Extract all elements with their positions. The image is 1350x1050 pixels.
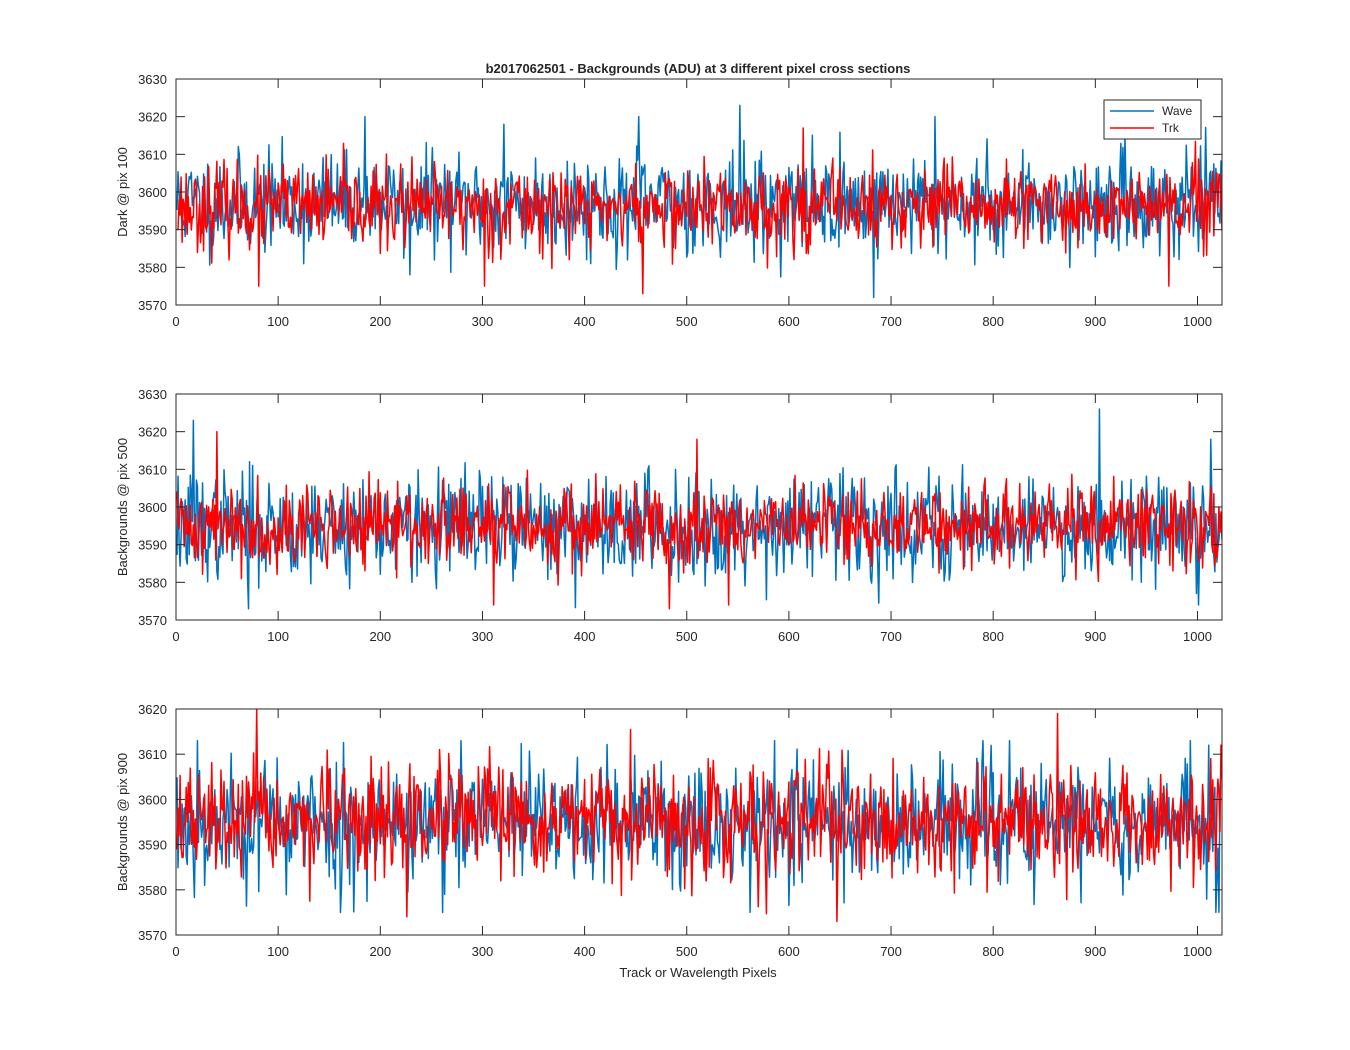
x-tick-label: 100 <box>267 944 289 959</box>
y-axis-label: Backgrounds @ pix 900 <box>115 753 130 891</box>
x-tick-label: 400 <box>574 944 596 959</box>
subplot-3: 0 100 200 300 400 500 600 700 800 900 1000 3570 3580… <box>115 702 1223 959</box>
x-tick-label: 400 <box>574 629 596 644</box>
series-line-trk <box>176 127 1222 295</box>
series-line-trk <box>176 709 1222 923</box>
x-axis-label: Track or Wavelength Pixels <box>619 965 777 980</box>
x-tick-label: 200 <box>369 314 391 329</box>
series-line-trk <box>176 430 1222 610</box>
x-tick-label: 600 <box>778 314 800 329</box>
x-tick-label: 100 <box>267 314 289 329</box>
series-line-wave <box>176 408 1222 610</box>
x-tick-label: 1000 <box>1183 314 1212 329</box>
x-tick-label: 1000 <box>1183 944 1212 959</box>
y-tick-label: 3570 <box>138 298 167 313</box>
x-tick-label: 500 <box>676 314 698 329</box>
y-axis-label: Backgrounds @ pix 500 <box>115 438 130 576</box>
y-tick-label: 3610 <box>138 462 167 477</box>
x-tick-label: 300 <box>472 314 494 329</box>
x-tick-label: 800 <box>982 944 1004 959</box>
x-tick-label: 100 <box>267 629 289 644</box>
x-tick-label: 700 <box>880 314 902 329</box>
y-tick-label: 3620 <box>138 110 167 125</box>
y-tick-label: 3590 <box>138 838 167 853</box>
y-tick-label: 3600 <box>138 500 167 515</box>
x-tick-label: 900 <box>1084 314 1106 329</box>
x-tick-label: 600 <box>778 944 800 959</box>
y-tick-label: 3580 <box>138 883 167 898</box>
legend-box <box>1103 99 1202 140</box>
y-tick-label: 3570 <box>138 613 167 628</box>
x-tick-label: 0 <box>172 314 179 329</box>
subplot-1: 0 100 200 300 400 500 600 700 800 900 1000 3570 3580… <box>115 72 1223 329</box>
x-tick-label: 900 <box>1084 944 1106 959</box>
x-tick-label: 200 <box>369 629 391 644</box>
y-tick-label: 3620 <box>138 425 167 440</box>
y-axis-label: Dark @ pix 100 <box>115 147 130 237</box>
x-tick-label: 0 <box>172 629 179 644</box>
y-tick-label: 3630 <box>138 387 167 402</box>
y-tick-label: 3610 <box>138 147 167 162</box>
x-tick-label: 1000 <box>1183 629 1212 644</box>
x-tick-label: 500 <box>676 629 698 644</box>
subplot-2: 0 100 200 300 400 500 600 700 800 900 1000 3570 3580… <box>115 387 1223 644</box>
x-tick-label: 0 <box>172 944 179 959</box>
legend-label-trk: Trk <box>1162 121 1180 135</box>
y-tick-label: 3580 <box>138 260 167 275</box>
x-tick-label: 300 <box>472 629 494 644</box>
x-tick-label: 700 <box>880 944 902 959</box>
legend-label-wave: Wave <box>1162 104 1193 118</box>
y-tick-label: 3600 <box>138 185 167 200</box>
y-tick-label: 3590 <box>138 223 167 238</box>
x-tick-label: 700 <box>880 629 902 644</box>
y-tick-label: 3610 <box>138 747 167 762</box>
x-tick-label: 800 <box>982 314 1004 329</box>
y-tick-label: 3620 <box>138 702 167 717</box>
x-tick-label: 400 <box>574 314 596 329</box>
legend: Wave Trk <box>1103 99 1202 140</box>
y-tick-label: 3580 <box>138 575 167 590</box>
y-tick-label: 3590 <box>138 538 167 553</box>
x-tick-label: 600 <box>778 629 800 644</box>
chart-title: b2017062501 - Backgrounds (ADU) at 3 dif… <box>486 61 911 76</box>
x-tick-label: 900 <box>1084 629 1106 644</box>
y-tick-label: 3630 <box>138 72 167 87</box>
y-tick-label: 3570 <box>138 928 167 943</box>
x-tick-label: 200 <box>369 944 391 959</box>
y-tick-label: 3600 <box>138 792 167 807</box>
axes-box <box>175 708 1223 936</box>
x-tick-label: 500 <box>676 944 698 959</box>
x-tick-label: 300 <box>472 944 494 959</box>
x-tick-label: 800 <box>982 629 1004 644</box>
